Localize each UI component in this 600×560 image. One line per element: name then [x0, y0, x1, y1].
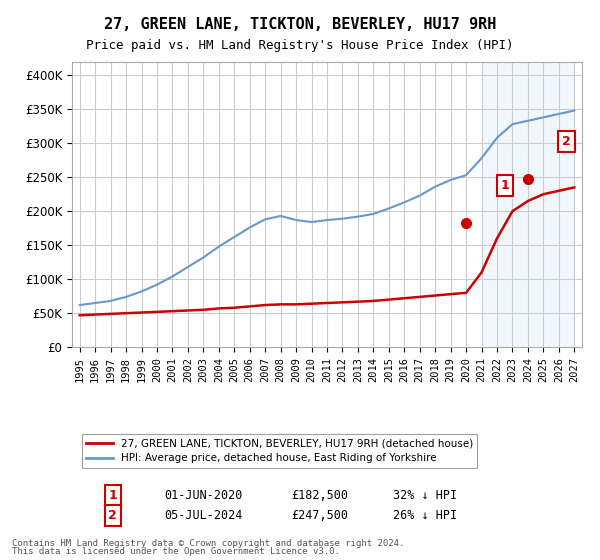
Text: 05-JUL-2024: 05-JUL-2024	[164, 509, 242, 522]
Text: £247,500: £247,500	[291, 509, 348, 522]
Text: 32% ↓ HPI: 32% ↓ HPI	[394, 489, 457, 502]
Text: 1: 1	[500, 179, 509, 192]
Legend: 27, GREEN LANE, TICKTON, BEVERLEY, HU17 9RH (detached house), HPI: Average price: 27, GREEN LANE, TICKTON, BEVERLEY, HU17 …	[82, 434, 477, 468]
Text: 01-JUN-2020: 01-JUN-2020	[164, 489, 242, 502]
Text: 2: 2	[562, 135, 571, 148]
Bar	[482, 62, 574, 347]
Text: 1: 1	[109, 489, 117, 502]
Text: This data is licensed under the Open Government Licence v3.0.: This data is licensed under the Open Gov…	[12, 548, 340, 557]
Text: Contains HM Land Registry data © Crown copyright and database right 2024.: Contains HM Land Registry data © Crown c…	[12, 539, 404, 548]
Text: 26% ↓ HPI: 26% ↓ HPI	[394, 509, 457, 522]
Text: 27, GREEN LANE, TICKTON, BEVERLEY, HU17 9RH: 27, GREEN LANE, TICKTON, BEVERLEY, HU17 …	[104, 17, 496, 32]
Text: Price paid vs. HM Land Registry's House Price Index (HPI): Price paid vs. HM Land Registry's House …	[86, 39, 514, 52]
Text: 2: 2	[109, 509, 117, 522]
Text: £182,500: £182,500	[291, 489, 348, 502]
